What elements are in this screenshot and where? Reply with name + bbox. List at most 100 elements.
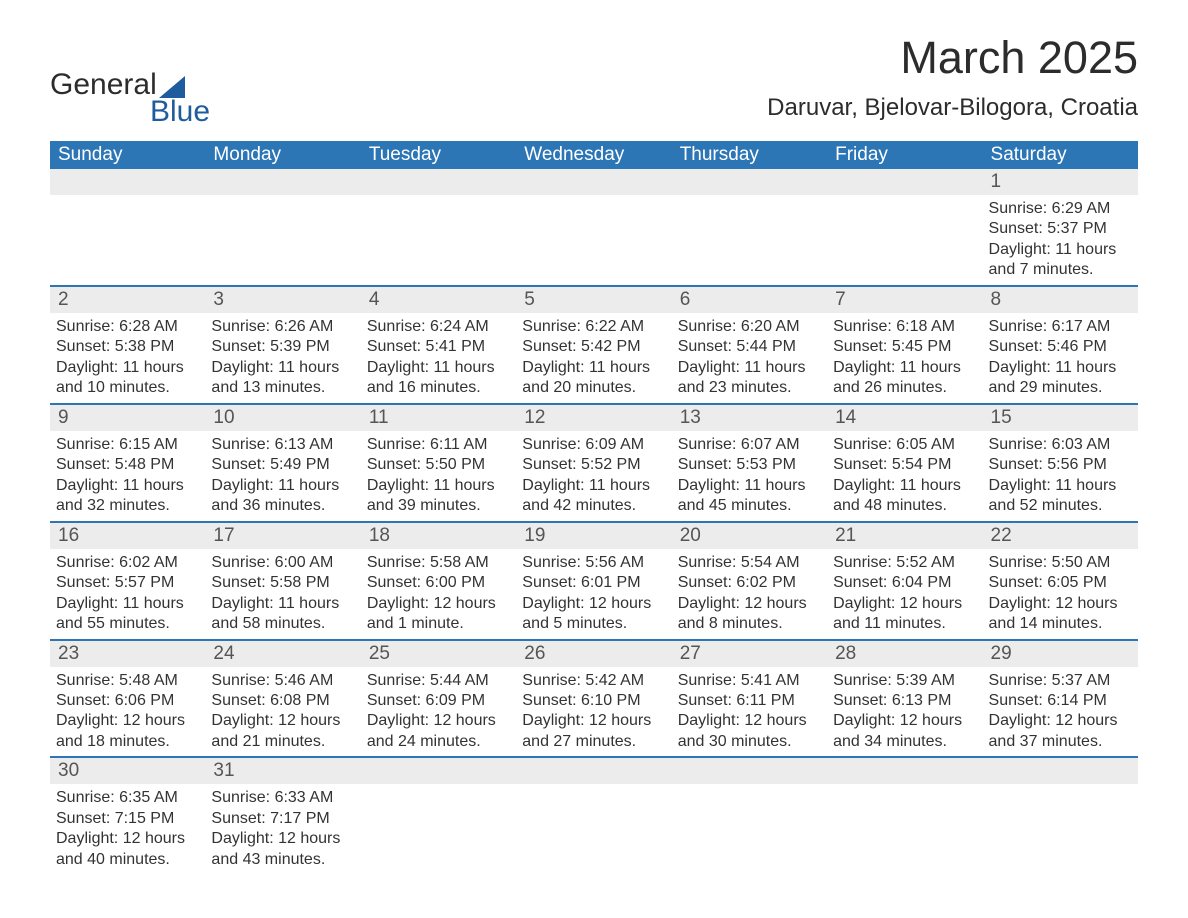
day-dl2: and 30 minutes. xyxy=(678,732,819,752)
calendar-day-cell xyxy=(50,169,205,286)
day-data: Sunrise: 5:50 AMSunset: 6:05 PMDaylight:… xyxy=(983,549,1138,639)
day-number: 12 xyxy=(516,405,671,431)
calendar-table: Sunday Monday Tuesday Wednesday Thursday… xyxy=(50,141,1138,874)
day-number-empty xyxy=(361,169,516,195)
col-friday: Friday xyxy=(827,141,982,169)
day-dl1: Daylight: 12 hours xyxy=(211,829,352,849)
logo-text-blue: Blue xyxy=(150,97,210,127)
day-dl1: Daylight: 11 hours xyxy=(367,358,508,378)
calendar-day-cell: 19Sunrise: 5:56 AMSunset: 6:01 PMDayligh… xyxy=(516,522,671,640)
day-number-empty xyxy=(516,169,671,195)
day-dl1: Daylight: 11 hours xyxy=(522,358,663,378)
calendar-day-cell: 29Sunrise: 5:37 AMSunset: 6:14 PMDayligh… xyxy=(983,640,1138,758)
day-dl1: Daylight: 11 hours xyxy=(56,358,197,378)
day-data: Sunrise: 6:17 AMSunset: 5:46 PMDaylight:… xyxy=(983,313,1138,403)
calendar-day-cell: 15Sunrise: 6:03 AMSunset: 5:56 PMDayligh… xyxy=(983,404,1138,522)
day-dl1: Daylight: 12 hours xyxy=(367,594,508,614)
day-sunrise: Sunrise: 6:02 AM xyxy=(56,553,197,573)
day-number: 18 xyxy=(361,523,516,549)
day-data: Sunrise: 6:20 AMSunset: 5:44 PMDaylight:… xyxy=(672,313,827,403)
day-dl2: and 34 minutes. xyxy=(833,732,974,752)
calendar-day-cell: 20Sunrise: 5:54 AMSunset: 6:02 PMDayligh… xyxy=(672,522,827,640)
day-dl1: Daylight: 11 hours xyxy=(989,476,1130,496)
day-sunset: Sunset: 5:45 PM xyxy=(833,337,974,357)
day-dl2: and 24 minutes. xyxy=(367,732,508,752)
day-sunset: Sunset: 6:13 PM xyxy=(833,691,974,711)
calendar-day-cell xyxy=(361,757,516,874)
day-dl1: Daylight: 11 hours xyxy=(678,358,819,378)
day-dl1: Daylight: 12 hours xyxy=(56,829,197,849)
calendar-day-cell xyxy=(827,169,982,286)
day-number: 17 xyxy=(205,523,360,549)
day-sunrise: Sunrise: 6:09 AM xyxy=(522,435,663,455)
month-title: March 2025 xyxy=(767,32,1138,84)
day-sunrise: Sunrise: 6:00 AM xyxy=(211,553,352,573)
title-block: March 2025 Daruvar, Bjelovar-Bilogora, C… xyxy=(767,32,1138,122)
day-number-empty xyxy=(983,758,1138,784)
calendar-day-cell: 18Sunrise: 5:58 AMSunset: 6:00 PMDayligh… xyxy=(361,522,516,640)
day-dl2: and 52 minutes. xyxy=(989,496,1130,516)
day-dl1: Daylight: 11 hours xyxy=(989,358,1130,378)
col-tuesday: Tuesday xyxy=(361,141,516,169)
calendar-day-cell xyxy=(983,757,1138,874)
day-number: 13 xyxy=(672,405,827,431)
day-number-empty xyxy=(672,758,827,784)
calendar-day-cell: 10Sunrise: 6:13 AMSunset: 5:49 PMDayligh… xyxy=(205,404,360,522)
day-data: Sunrise: 6:35 AMSunset: 7:15 PMDaylight:… xyxy=(50,784,205,874)
calendar-day-cell: 11Sunrise: 6:11 AMSunset: 5:50 PMDayligh… xyxy=(361,404,516,522)
weekday-header-row: Sunday Monday Tuesday Wednesday Thursday… xyxy=(50,141,1138,169)
day-dl1: Daylight: 12 hours xyxy=(833,594,974,614)
calendar-day-cell: 22Sunrise: 5:50 AMSunset: 6:05 PMDayligh… xyxy=(983,522,1138,640)
calendar-day-cell: 2Sunrise: 6:28 AMSunset: 5:38 PMDaylight… xyxy=(50,286,205,404)
day-dl1: Daylight: 12 hours xyxy=(678,711,819,731)
day-number: 20 xyxy=(672,523,827,549)
day-dl2: and 37 minutes. xyxy=(989,732,1130,752)
day-data: Sunrise: 5:39 AMSunset: 6:13 PMDaylight:… xyxy=(827,667,982,757)
day-data: Sunrise: 6:03 AMSunset: 5:56 PMDaylight:… xyxy=(983,431,1138,521)
day-dl2: and 21 minutes. xyxy=(211,732,352,752)
day-number: 16 xyxy=(50,523,205,549)
day-dl2: and 26 minutes. xyxy=(833,378,974,398)
calendar-day-cell: 23Sunrise: 5:48 AMSunset: 6:06 PMDayligh… xyxy=(50,640,205,758)
day-sunset: Sunset: 6:00 PM xyxy=(367,573,508,593)
calendar-day-cell: 13Sunrise: 6:07 AMSunset: 5:53 PMDayligh… xyxy=(672,404,827,522)
day-number: 2 xyxy=(50,287,205,313)
calendar-day-cell xyxy=(361,169,516,286)
day-dl2: and 23 minutes. xyxy=(678,378,819,398)
day-dl1: Daylight: 11 hours xyxy=(56,594,197,614)
day-number: 22 xyxy=(983,523,1138,549)
day-sunrise: Sunrise: 5:37 AM xyxy=(989,671,1130,691)
day-data: Sunrise: 6:13 AMSunset: 5:49 PMDaylight:… xyxy=(205,431,360,521)
calendar-day-cell xyxy=(205,169,360,286)
day-sunrise: Sunrise: 5:56 AM xyxy=(522,553,663,573)
calendar-week-row: 16Sunrise: 6:02 AMSunset: 5:57 PMDayligh… xyxy=(50,522,1138,640)
day-number-empty xyxy=(361,758,516,784)
day-number: 4 xyxy=(361,287,516,313)
day-dl1: Daylight: 11 hours xyxy=(211,358,352,378)
calendar-day-cell: 3Sunrise: 6:26 AMSunset: 5:39 PMDaylight… xyxy=(205,286,360,404)
day-data: Sunrise: 5:54 AMSunset: 6:02 PMDaylight:… xyxy=(672,549,827,639)
day-sunset: Sunset: 6:01 PM xyxy=(522,573,663,593)
day-sunrise: Sunrise: 5:54 AM xyxy=(678,553,819,573)
calendar-day-cell xyxy=(827,757,982,874)
day-dl1: Daylight: 11 hours xyxy=(678,476,819,496)
day-number-empty xyxy=(50,169,205,195)
day-sunset: Sunset: 5:56 PM xyxy=(989,455,1130,475)
day-data: Sunrise: 6:29 AMSunset: 5:37 PMDaylight:… xyxy=(983,195,1138,285)
day-data: Sunrise: 6:24 AMSunset: 5:41 PMDaylight:… xyxy=(361,313,516,403)
day-dl2: and 43 minutes. xyxy=(211,850,352,870)
day-number: 15 xyxy=(983,405,1138,431)
location-subtitle: Daruvar, Bjelovar-Bilogora, Croatia xyxy=(767,94,1138,122)
day-data: Sunrise: 5:56 AMSunset: 6:01 PMDaylight:… xyxy=(516,549,671,639)
day-dl2: and 14 minutes. xyxy=(989,614,1130,634)
day-data-empty xyxy=(50,195,205,275)
day-data-empty xyxy=(361,195,516,275)
col-sunday: Sunday xyxy=(50,141,205,169)
day-data: Sunrise: 6:33 AMSunset: 7:17 PMDaylight:… xyxy=(205,784,360,874)
calendar-day-cell: 4Sunrise: 6:24 AMSunset: 5:41 PMDaylight… xyxy=(361,286,516,404)
day-sunrise: Sunrise: 5:48 AM xyxy=(56,671,197,691)
day-data-empty xyxy=(205,195,360,275)
day-dl1: Daylight: 12 hours xyxy=(522,711,663,731)
day-data-empty xyxy=(827,195,982,275)
day-dl2: and 29 minutes. xyxy=(989,378,1130,398)
